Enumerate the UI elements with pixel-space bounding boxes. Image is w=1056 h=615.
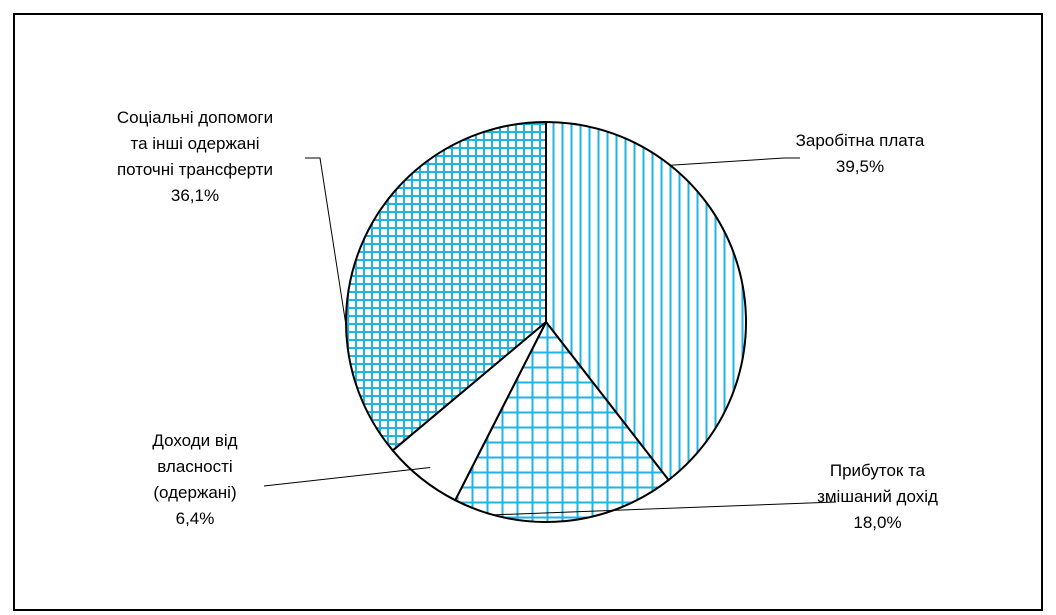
slice-label-line: змішаний дохід — [817, 487, 938, 506]
slice-label: Прибуток та змішаний дохід 18,0% — [800, 458, 955, 536]
slice-label: Соціальні допомоги та інші одержані поточн… — [80, 105, 310, 209]
slice-label: Доходи від власності (одержані) 6,4% — [120, 428, 270, 532]
slice-percent: 6,4% — [175, 509, 215, 528]
leader-line — [305, 157, 347, 326]
leader-line — [493, 501, 837, 516]
slice-label-line: поточні трансферти — [116, 160, 274, 179]
pie-slice — [545, 120, 747, 482]
slice-label-line: та інші одержані — [130, 134, 260, 153]
slice-label: Заробітна плата 39,5% — [790, 128, 930, 180]
slice-label-line: Прибуток та — [829, 461, 926, 480]
slice-label-line: Заробітна плата — [795, 131, 925, 150]
slice-percent: 39,5% — [835, 157, 885, 176]
slice-label-line: власності — [157, 457, 233, 476]
slice-label-line: Доходи від — [152, 431, 238, 450]
pie-slice — [453, 320, 670, 523]
pie-slice — [344, 120, 547, 452]
slice-percent: 18,0% — [853, 513, 902, 532]
leader-line — [670, 157, 800, 166]
slice-percent: 36,1% — [170, 186, 220, 205]
slice-label-line: (одержані) — [153, 483, 237, 502]
leader-line — [263, 467, 431, 487]
slice-label-line: Соціальні допомоги — [116, 108, 274, 127]
